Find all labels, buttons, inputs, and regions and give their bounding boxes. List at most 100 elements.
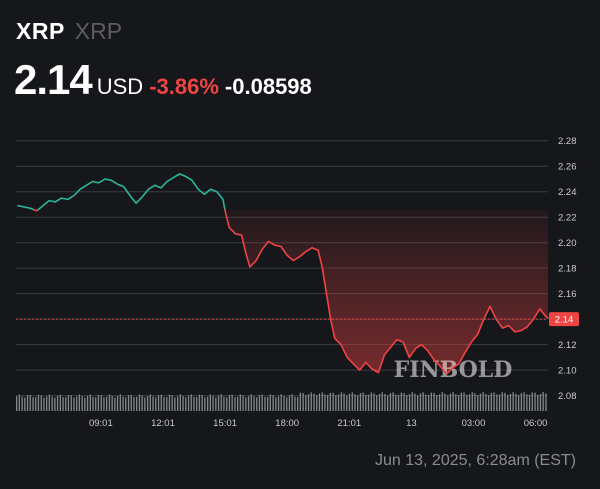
x-tick-label: 18:00 [275, 418, 299, 429]
volume-bar [106, 396, 108, 411]
volume-bar [493, 392, 495, 411]
current-price-tag-label: 2.14 [555, 315, 574, 326]
volume-bar [16, 396, 18, 411]
volume-bar [419, 393, 422, 411]
volume-bar [84, 397, 86, 411]
volume-bar [389, 393, 392, 411]
volume-bar [144, 397, 146, 411]
volume-bar [226, 397, 228, 411]
volume-bar [18, 394, 20, 411]
volume-bar [291, 394, 293, 411]
volume-bar [455, 394, 457, 411]
volume-bar [539, 394, 542, 411]
volume-bar [179, 394, 181, 411]
volume-bar [286, 397, 288, 411]
volume-bar [324, 394, 326, 411]
volume-bar [537, 394, 539, 411]
volume-bar [288, 395, 291, 411]
price-line [17, 173, 549, 375]
volume-bar [520, 393, 522, 411]
x-tick-label: 13 [406, 418, 417, 429]
volume-bar [408, 394, 411, 411]
volume-bar [425, 394, 427, 411]
volume-bar [67, 394, 70, 411]
volume-bar [384, 394, 386, 411]
volume-bar [239, 394, 241, 411]
volume-bar [515, 393, 517, 411]
volume-bar [209, 394, 211, 411]
volume-bar [310, 392, 312, 411]
y-tick-label: 2.10 [558, 366, 577, 377]
volume-bar [70, 395, 72, 411]
x-tick-label: 06:00 [524, 418, 548, 429]
volume-bar [307, 394, 310, 411]
volume-bar [466, 394, 468, 411]
volume-bar [387, 395, 389, 411]
volume-bar [433, 392, 435, 411]
volume-bar [177, 396, 179, 411]
volume-bar [111, 395, 113, 411]
volume-bar [147, 396, 149, 411]
watermark-text: FINBOLD [394, 357, 513, 383]
current-price: 2.14 [14, 56, 93, 103]
volume-bar [267, 396, 269, 411]
volume-bar [294, 396, 296, 411]
y-tick-label: 2.24 [558, 187, 577, 198]
area-fill [33, 209, 548, 374]
volume-bar [428, 394, 430, 411]
volume-bar [157, 395, 160, 411]
volume-bar [507, 395, 509, 411]
timestamp: Jun 13, 2025, 6:28am (EST) [375, 452, 576, 469]
volume-bar [193, 396, 195, 411]
volume-bar [201, 395, 203, 411]
volume-bar [163, 396, 165, 411]
volume-bar [108, 394, 111, 411]
volume-bar [168, 394, 171, 411]
volume-bar [346, 395, 348, 411]
volume-bar [329, 392, 331, 411]
volume-bar [160, 394, 162, 411]
volume-bar [501, 392, 503, 411]
volume-bar [471, 392, 473, 411]
volume-bar [43, 397, 45, 411]
price-summary: 2.14 USD -3.86% -0.08598 [14, 56, 312, 104]
volume-bar [89, 394, 91, 411]
volume-bar [277, 396, 280, 411]
volume-bar [24, 397, 26, 411]
volume-bar [283, 395, 285, 411]
volume-bar [62, 397, 64, 411]
volume-bar [468, 394, 471, 411]
volume-bar [422, 392, 424, 411]
volume-bar [171, 395, 173, 411]
volume-bar [485, 394, 487, 411]
volume-bar [242, 395, 244, 411]
volume-bar [496, 394, 498, 411]
volume-bar [198, 394, 201, 411]
volume-bar [381, 392, 383, 411]
volume-bar [474, 393, 476, 411]
volume-bar [509, 393, 512, 411]
volume-bar [534, 392, 536, 411]
volume-bar [417, 395, 419, 411]
volume-bar [258, 395, 261, 411]
volume-bar [504, 392, 506, 411]
volume-bar [545, 393, 547, 411]
volume-bar [86, 395, 89, 411]
change-absolute: -0.08598 [224, 74, 312, 99]
volume-bar [302, 393, 304, 411]
volume-bar [136, 396, 138, 411]
volume-bar [373, 393, 375, 411]
volume-bar [526, 394, 528, 411]
x-axis: 09:01 12:01 15:01 18:00 21:01 13 03:00 06:00 [89, 418, 547, 429]
currency-label: USD [96, 74, 144, 99]
volume-bar [335, 395, 337, 411]
volume-bar [327, 395, 329, 411]
volume-bar [190, 394, 192, 411]
volume-bar [488, 395, 490, 411]
y-tick-label: 2.20 [558, 238, 577, 249]
volume-bar [542, 392, 544, 411]
volume-bar [316, 395, 318, 411]
volume-bar [318, 393, 321, 411]
volume-bar [237, 396, 239, 411]
volume-bar [444, 393, 446, 411]
